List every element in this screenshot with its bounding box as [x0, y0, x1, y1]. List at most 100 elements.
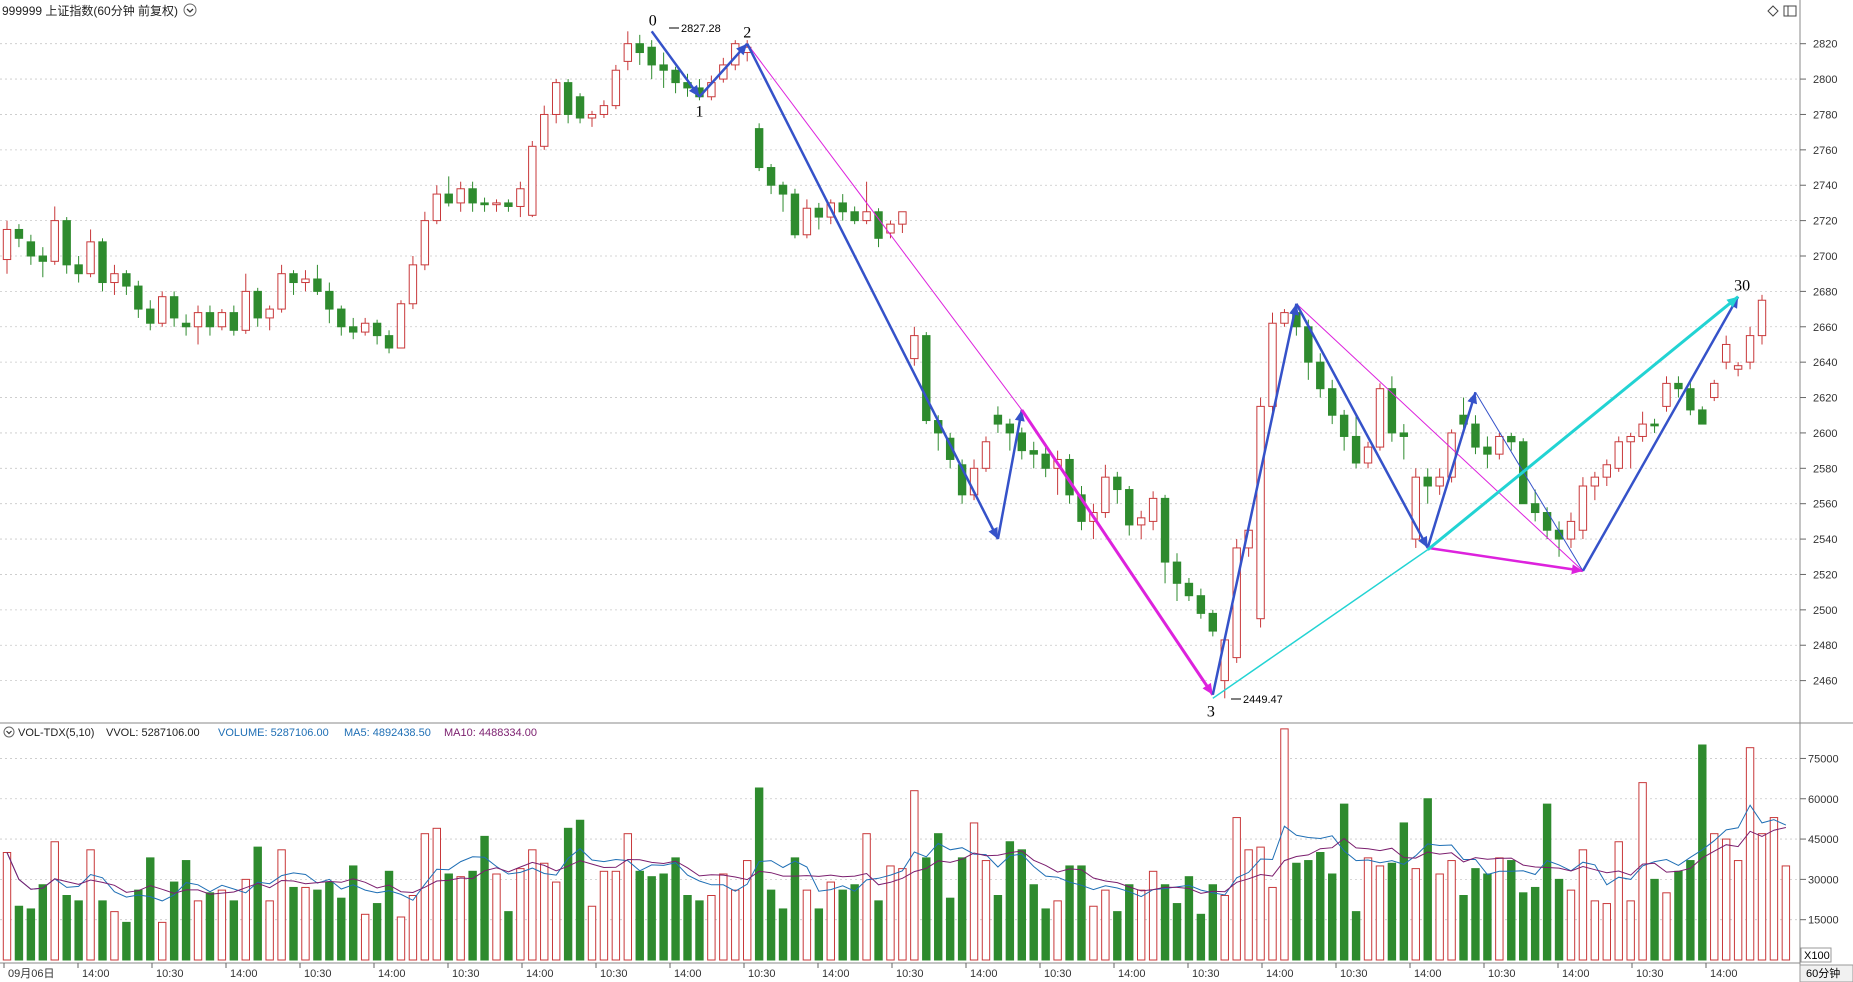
time-tick-label: 10:30 — [1636, 968, 1664, 980]
volume-bar — [551, 881, 561, 961]
volume-bar — [74, 900, 83, 961]
volume-bar — [301, 886, 310, 961]
volume-bar — [277, 849, 286, 961]
volume-bar — [1101, 889, 1110, 961]
volume-value-label: VOLUME: 5287106.00 — [218, 727, 329, 739]
volume-bar — [360, 913, 370, 961]
volume-bar — [193, 900, 203, 961]
candle-body — [1602, 464, 1611, 478]
volume-bar — [1077, 865, 1086, 961]
volume-bar — [802, 889, 812, 961]
candle-body — [1328, 388, 1337, 416]
chevron-down-icon[interactable] — [3, 726, 15, 738]
volume-bar — [1387, 862, 1397, 961]
volume-bar — [289, 886, 298, 961]
time-tick-label: 14:00 — [1414, 968, 1442, 980]
candle-body — [910, 335, 919, 360]
candle-body — [504, 202, 513, 207]
volume-bar — [1005, 841, 1015, 961]
volume-bar — [623, 833, 633, 961]
price-tick-label: 2480 — [1813, 640, 1837, 652]
volume-bar — [886, 865, 895, 961]
volume-bar — [1351, 911, 1361, 961]
candle-body — [659, 64, 668, 71]
candle-body — [1507, 435, 1516, 443]
chevron-down-icon[interactable] — [183, 3, 197, 17]
volume-bar — [1435, 873, 1444, 961]
volume-bar — [528, 849, 537, 961]
price-tick-label: 2620 — [1813, 393, 1837, 405]
volume-bar — [1268, 886, 1277, 961]
candle-body — [1757, 299, 1767, 337]
candle-body — [14, 228, 24, 239]
price-tick-label: 2660 — [1813, 322, 1837, 334]
time-tick-label: 14:00 — [1562, 968, 1590, 980]
volume-bar — [1662, 892, 1671, 961]
volume-bar — [814, 908, 824, 961]
volume-bar — [898, 868, 907, 961]
volume-bar — [910, 790, 919, 961]
price-tick-label: 2580 — [1813, 463, 1837, 475]
candle-body — [62, 220, 71, 266]
candle-body — [1017, 432, 1026, 452]
window-icon[interactable] — [1783, 5, 1797, 17]
candle-body — [1423, 476, 1432, 487]
candle-body — [886, 223, 895, 234]
volume-bar — [1507, 860, 1516, 961]
volume-bar — [408, 895, 418, 961]
price-tick-label: 2800 — [1813, 74, 1837, 86]
candle-body — [158, 296, 167, 324]
volume-bar — [1757, 833, 1767, 961]
high-price-label: 2827.28 — [681, 23, 721, 35]
candle-body — [647, 46, 656, 66]
volume-bar — [1626, 900, 1635, 961]
volume-bar — [432, 827, 441, 961]
candle-body — [516, 188, 525, 207]
wave-arrow — [1211, 303, 1298, 696]
candle-body — [993, 414, 1003, 425]
volume-bar — [1530, 886, 1540, 961]
wave-arrow-arrowhead — [1202, 682, 1213, 695]
candle-body — [253, 290, 262, 319]
volume-bar — [659, 873, 668, 961]
thin-blue-line — [1475, 391, 1584, 572]
candle-body — [444, 193, 453, 204]
volume-bar — [146, 857, 155, 961]
candle-body — [802, 207, 812, 236]
volume-bar — [826, 881, 835, 961]
candle-body — [277, 273, 286, 310]
candle-body — [1614, 441, 1623, 469]
time-tick-label: 10:30 — [896, 968, 924, 980]
diamond-icon[interactable] — [1767, 5, 1779, 17]
volume-bar — [480, 835, 489, 961]
candle-body — [38, 255, 48, 262]
candlestick-series — [2, 31, 1767, 699]
scale-box — [1800, 947, 1832, 963]
candle-body — [575, 96, 585, 119]
period-label[interactable]: 60分钟 — [1806, 966, 1840, 980]
time-tick-label: 14:00 — [1266, 968, 1294, 980]
time-tick-label: 10:30 — [1488, 968, 1516, 980]
candle-body — [635, 43, 644, 54]
candle-body — [611, 69, 621, 107]
chart-title: 999999 上证指数(60分钟 前复权) — [2, 3, 178, 18]
price-tick-label: 2760 — [1813, 145, 1837, 157]
volume-bar — [1686, 860, 1695, 961]
candle-body — [1578, 485, 1588, 531]
candle-body — [528, 145, 537, 216]
volume-bar — [1172, 903, 1182, 961]
candle-body — [1745, 335, 1755, 363]
period-box[interactable] — [1799, 964, 1853, 982]
wave-arrow — [1426, 391, 1477, 549]
candle-body — [1268, 322, 1277, 407]
time-tick-label: 10:30 — [1340, 968, 1368, 980]
time-axis: 09月06日 14:00 10:30 14:00 10:30 14:00 10:30 14:0… — [3, 963, 1738, 980]
volume-bar — [1602, 903, 1611, 961]
price-tick-label: 2820 — [1813, 39, 1837, 51]
candle-body — [1363, 446, 1373, 464]
volume-bar — [2, 852, 12, 961]
volume-bar — [1566, 889, 1576, 961]
ma5-line — [6, 804, 1787, 902]
volume-bar — [1125, 884, 1134, 961]
